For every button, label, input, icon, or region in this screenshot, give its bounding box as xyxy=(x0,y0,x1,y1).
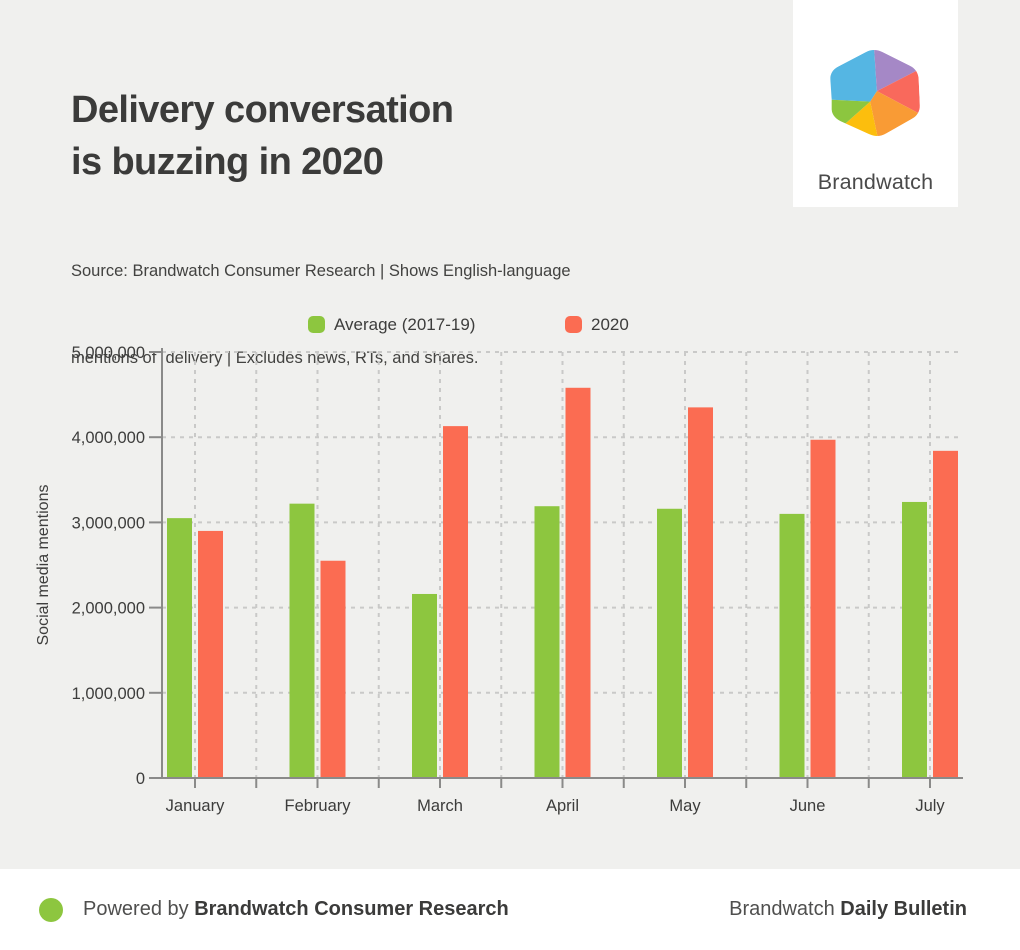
footer-bar: Powered by Brandwatch Consumer Research … xyxy=(0,869,1020,950)
bulletin-prefix: Brandwatch xyxy=(729,898,835,920)
bar-february-average xyxy=(289,503,315,778)
x-axis-label-may: May xyxy=(669,797,701,815)
brandwatch-wordmark: Brandwatch xyxy=(817,170,934,194)
y-tick-label: 0 xyxy=(136,770,145,788)
powered-by-text: Powered by Brandwatch Consumer Research xyxy=(83,898,509,921)
bar-march-2020 xyxy=(443,426,468,778)
legend-label-2020: 2020 xyxy=(591,315,629,334)
bar-april-2020 xyxy=(565,387,591,778)
bar-may-average xyxy=(657,508,682,778)
logo-facet-yellow xyxy=(845,101,878,137)
green-dot xyxy=(39,897,63,922)
y-tick-label: 5,000,000 xyxy=(72,344,145,362)
bar-july-average xyxy=(902,501,927,778)
legend-swatch-average xyxy=(308,316,325,333)
bar-january-2020 xyxy=(198,530,223,778)
bar-february-2020 xyxy=(320,560,346,778)
bar-july-2020 xyxy=(933,450,958,778)
x-axis-label-january: January xyxy=(166,797,225,815)
powered-by-prefix: Powered by xyxy=(83,898,189,920)
bar-january-average xyxy=(167,518,192,778)
brandwatch-hexagon-icon xyxy=(830,49,920,137)
bar-march-average xyxy=(412,593,437,778)
source-note: Source: Brandwatch Consumer Research | S… xyxy=(71,199,571,431)
logo-facet-blue xyxy=(830,49,877,102)
bar-june-2020 xyxy=(810,439,836,778)
green-dot-icon xyxy=(39,897,63,922)
y-tick-label: 3,000,000 xyxy=(72,514,145,532)
logo-facet-purple xyxy=(874,49,919,92)
y-axis-title: Social media mentions xyxy=(35,485,52,646)
x-axis-label-july: July xyxy=(915,797,945,815)
bar-june-average xyxy=(779,513,805,778)
page-title-line1: Delivery conversation xyxy=(71,89,454,131)
y-tick-label: 4,000,000 xyxy=(72,429,145,447)
logo-facet-green xyxy=(831,99,871,124)
x-axis-label-february: February xyxy=(284,797,351,815)
y-tick-label: 1,000,000 xyxy=(72,685,145,703)
source-note-line1: Source: Brandwatch Consumer Research | S… xyxy=(71,262,571,280)
daily-bulletin-text: Brandwatch Daily Bulletin xyxy=(729,898,967,921)
x-axis-label-march: March xyxy=(417,797,463,815)
bar-chart: January February March April May June July 0 1,0… xyxy=(35,315,963,815)
page-title-line2: is buzzing in 2020 xyxy=(71,141,384,183)
page-title: Delivery conversation is buzzing in 2020 xyxy=(71,84,454,188)
source-note-line2: mentions of delivery | Excludes news, RT… xyxy=(71,349,479,367)
x-axis-label-april: April xyxy=(546,797,579,815)
legend-label-average: Average (2017-19) xyxy=(334,315,475,334)
bar-april-average xyxy=(534,506,560,778)
bulletin-bold: Daily Bulletin xyxy=(840,898,967,920)
x-axis-label-june: June xyxy=(790,797,826,815)
logo-facet-coral xyxy=(876,69,920,115)
powered-by-brand: Brandwatch Consumer Research xyxy=(194,898,509,920)
bar-may-2020 xyxy=(688,407,713,778)
y-tick-label: 2,000,000 xyxy=(72,600,145,618)
logo-facet-orange xyxy=(870,91,920,137)
brandwatch-logo-card: Brandwatch xyxy=(793,0,958,207)
legend-swatch-2020 xyxy=(565,316,582,333)
